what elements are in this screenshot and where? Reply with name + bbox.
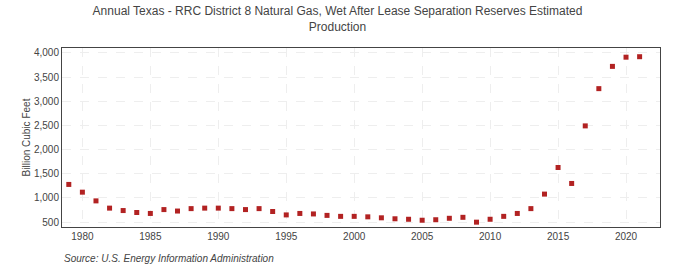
svg-text:1,000: 1,000 xyxy=(34,192,59,203)
svg-text:Billion Cubic Feet: Billion Cubic Feet xyxy=(21,98,32,176)
svg-text:4,000: 4,000 xyxy=(34,47,59,58)
svg-text:1,500: 1,500 xyxy=(34,168,59,179)
svg-text:Source: U.S. Energy Informatio: Source: U.S. Energy Information Administ… xyxy=(64,253,274,264)
svg-text:2,000: 2,000 xyxy=(34,144,59,155)
svg-text:3,500: 3,500 xyxy=(34,72,59,83)
svg-text:3,000: 3,000 xyxy=(34,96,59,107)
svg-text:1995: 1995 xyxy=(275,231,298,242)
svg-text:1990: 1990 xyxy=(207,231,230,242)
svg-text:2000: 2000 xyxy=(343,231,366,242)
svg-text:2,500: 2,500 xyxy=(34,120,59,131)
svg-text:Annual Texas - RRC District 8: Annual Texas - RRC District 8 Natural Ga… xyxy=(93,4,583,34)
svg-text:2015: 2015 xyxy=(547,231,570,242)
svg-text:1985: 1985 xyxy=(139,231,162,242)
svg-text:1980: 1980 xyxy=(71,231,94,242)
svg-text:2005: 2005 xyxy=(411,231,434,242)
svg-text:2010: 2010 xyxy=(479,231,502,242)
svg-text:2020: 2020 xyxy=(615,231,638,242)
svg-text:500: 500 xyxy=(42,217,59,228)
